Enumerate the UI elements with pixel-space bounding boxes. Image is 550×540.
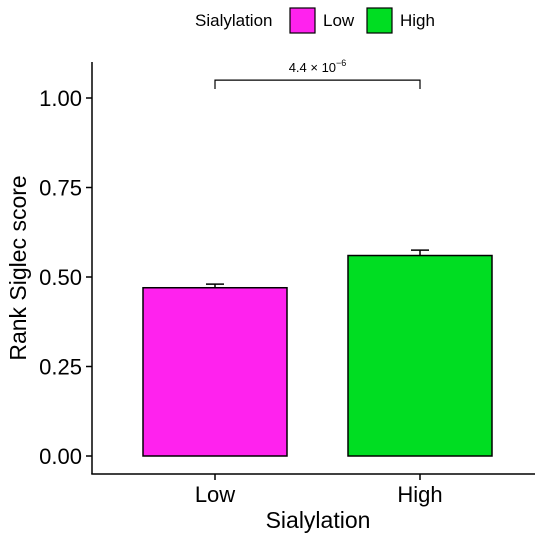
legend-title: Sialylation	[195, 11, 273, 30]
y-tick-label: 0.75	[39, 176, 82, 201]
y-tick-label: 1.00	[39, 86, 82, 111]
y-axis-ticks: 0.00 0.25 0.50 0.75 1.00	[39, 86, 92, 469]
bar-low	[142, 286, 288, 457]
y-tick-label: 0.25	[39, 355, 82, 380]
bar-high	[347, 254, 493, 457]
p-value-label: 4.4 × 10−6	[289, 58, 347, 75]
significance-bracket	[214, 79, 421, 90]
y-tick-label: 0.00	[39, 444, 82, 469]
bars	[142, 249, 493, 457]
legend: Sialylation Low High	[195, 7, 435, 34]
legend-swatch-high	[366, 7, 393, 34]
y-axis-title: Rank Siglec score	[5, 175, 31, 360]
y-tick-label: 0.50	[39, 265, 82, 290]
x-tick-label: High	[397, 482, 442, 507]
legend-label-high: High	[400, 11, 435, 30]
legend-label-low: Low	[323, 11, 355, 30]
significance-annotation: 4.4 × 10−6	[214, 58, 421, 90]
x-axis-title: Sialylation	[266, 507, 371, 533]
legend-swatch-low	[289, 7, 316, 34]
x-tick-label: Low	[195, 482, 235, 507]
x-axis-ticks: Low High	[195, 474, 443, 507]
